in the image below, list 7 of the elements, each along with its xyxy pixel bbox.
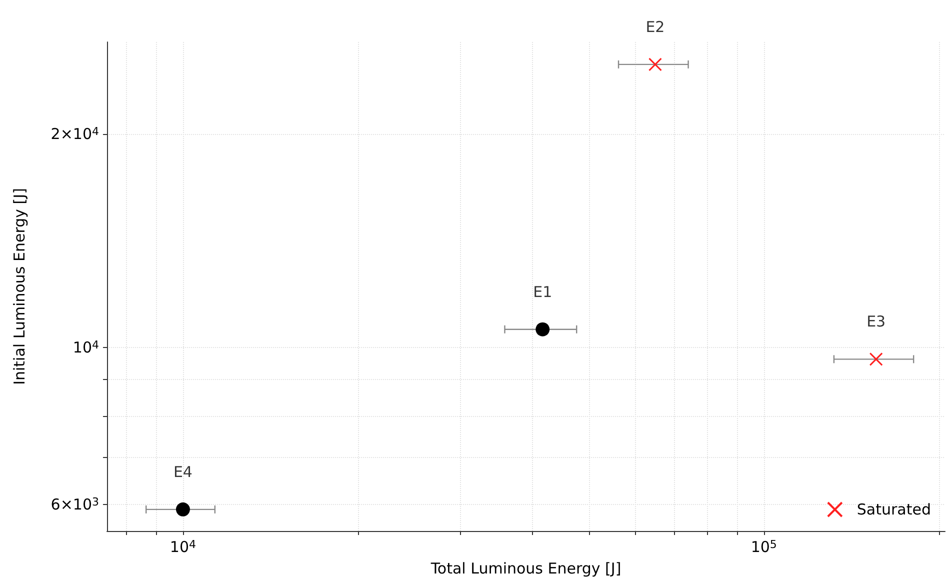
- annotation: E3: [866, 312, 886, 331]
- legend-label: Saturated: [856, 500, 931, 518]
- y-axis-title: Initial Luminous Energy [J]: [10, 188, 28, 385]
- annotation: E4: [173, 462, 192, 481]
- annotation: E2: [646, 18, 665, 36]
- annotation: E1: [533, 282, 552, 301]
- x-axis-title: Total Luminous Energy [J]: [430, 560, 622, 578]
